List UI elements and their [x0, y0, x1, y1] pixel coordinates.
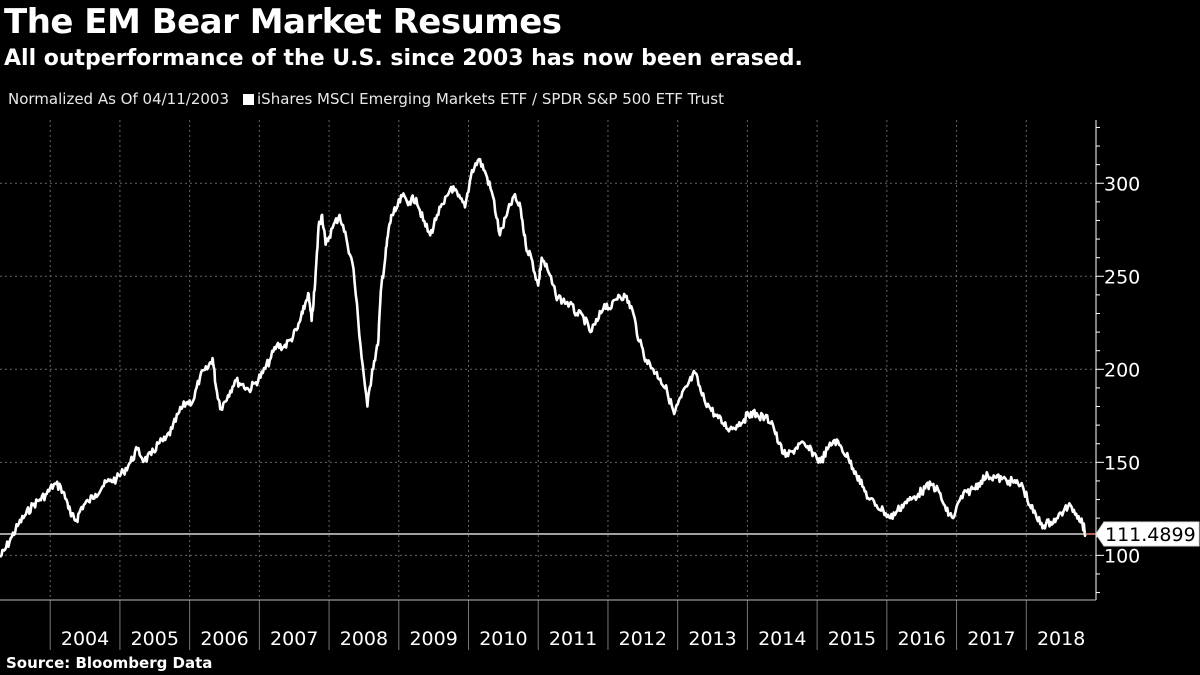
last-value-tag: 111.4899: [1085, 521, 1200, 547]
axes: [0, 120, 1104, 650]
chart-title: The EM Bear Market Resumes: [4, 2, 562, 42]
x-tick-label: 2008: [340, 628, 388, 650]
x-tick-label: 2012: [619, 628, 667, 650]
last-value-box: [1095, 521, 1200, 547]
x-tick-label: 2014: [758, 628, 806, 650]
x-tick-label: 2013: [688, 628, 736, 650]
y-axis-labels: 100 150 200 250 300: [1104, 173, 1140, 567]
source-note: Source: Bloomberg Data: [6, 654, 213, 672]
x-tick-label: 2017: [967, 628, 1015, 650]
y-tick-label: 200: [1104, 359, 1140, 381]
y-tick-label: 150: [1104, 452, 1140, 474]
legend: Normalized As Of 04/11/2003 iShares MSCI…: [8, 90, 724, 108]
horizontal-grid: [0, 182, 1096, 556]
last-value-label: 111.4899: [1105, 524, 1196, 546]
series-swatch: [243, 93, 254, 105]
chart-subtitle: All outperformance of the U.S. since 200…: [4, 46, 803, 71]
x-tick-label: 2006: [200, 628, 248, 650]
y-tick-label: 300: [1104, 173, 1140, 195]
y-tick-label: 250: [1104, 266, 1140, 288]
x-tick-label: 2016: [898, 628, 946, 650]
y-tick-label: 100: [1104, 545, 1140, 567]
x-tick-label: 2010: [479, 628, 527, 650]
vertical-grid: [49, 120, 1097, 600]
x-tick-label: 2015: [828, 628, 876, 650]
series-line: [0, 157, 1087, 558]
x-tick-label: 2009: [409, 628, 457, 650]
x-axis-labels: 2004 2005 2006 2007 2008 2009 2010 2011 2012 2013…: [61, 628, 1085, 650]
normalization-note: Normalized As Of 04/11/2003: [8, 90, 229, 108]
x-tick-label: 2004: [61, 628, 109, 650]
series-legend-label: iShares MSCI Emerging Markets ETF / SPDR…: [257, 90, 724, 108]
x-tick-label: 2018: [1037, 628, 1085, 650]
x-tick-label: 2005: [131, 628, 179, 650]
x-tick-label: 2011: [549, 628, 597, 650]
x-tick-label: 2007: [270, 628, 318, 650]
